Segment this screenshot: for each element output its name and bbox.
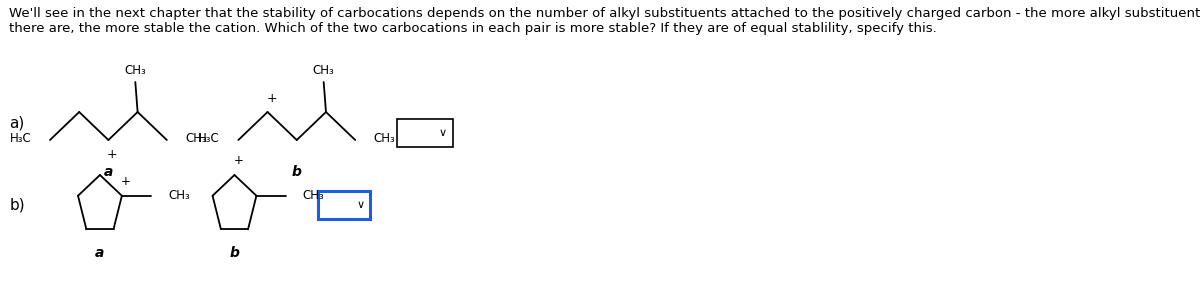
Text: +: + [266, 93, 277, 105]
Text: +: + [234, 154, 244, 168]
Text: b: b [292, 165, 301, 179]
Text: a): a) [10, 115, 24, 131]
Text: CH₃: CH₃ [185, 133, 208, 146]
Text: +: + [107, 148, 118, 160]
Text: H₃C: H₃C [198, 133, 220, 146]
Text: CH₃: CH₃ [302, 189, 324, 202]
Text: CH₃: CH₃ [373, 133, 395, 146]
Text: CH₃: CH₃ [168, 189, 190, 202]
Bar [397, 119, 452, 147]
Text: ∨: ∨ [439, 128, 446, 138]
Text: We'll see in the next chapter that the stability of carbocations depends on the : We'll see in the next chapter that the s… [10, 7, 1200, 35]
Text: b): b) [10, 198, 25, 213]
Text: +: + [121, 175, 131, 188]
Text: a: a [103, 165, 113, 179]
Text: CH₃: CH₃ [313, 64, 335, 76]
Text: ∨: ∨ [356, 200, 365, 210]
Bar [318, 191, 371, 219]
Text: b: b [229, 246, 240, 260]
Text: CH₃: CH₃ [125, 64, 146, 76]
Text: a: a [95, 246, 104, 260]
Text: H₃C: H₃C [10, 133, 31, 146]
